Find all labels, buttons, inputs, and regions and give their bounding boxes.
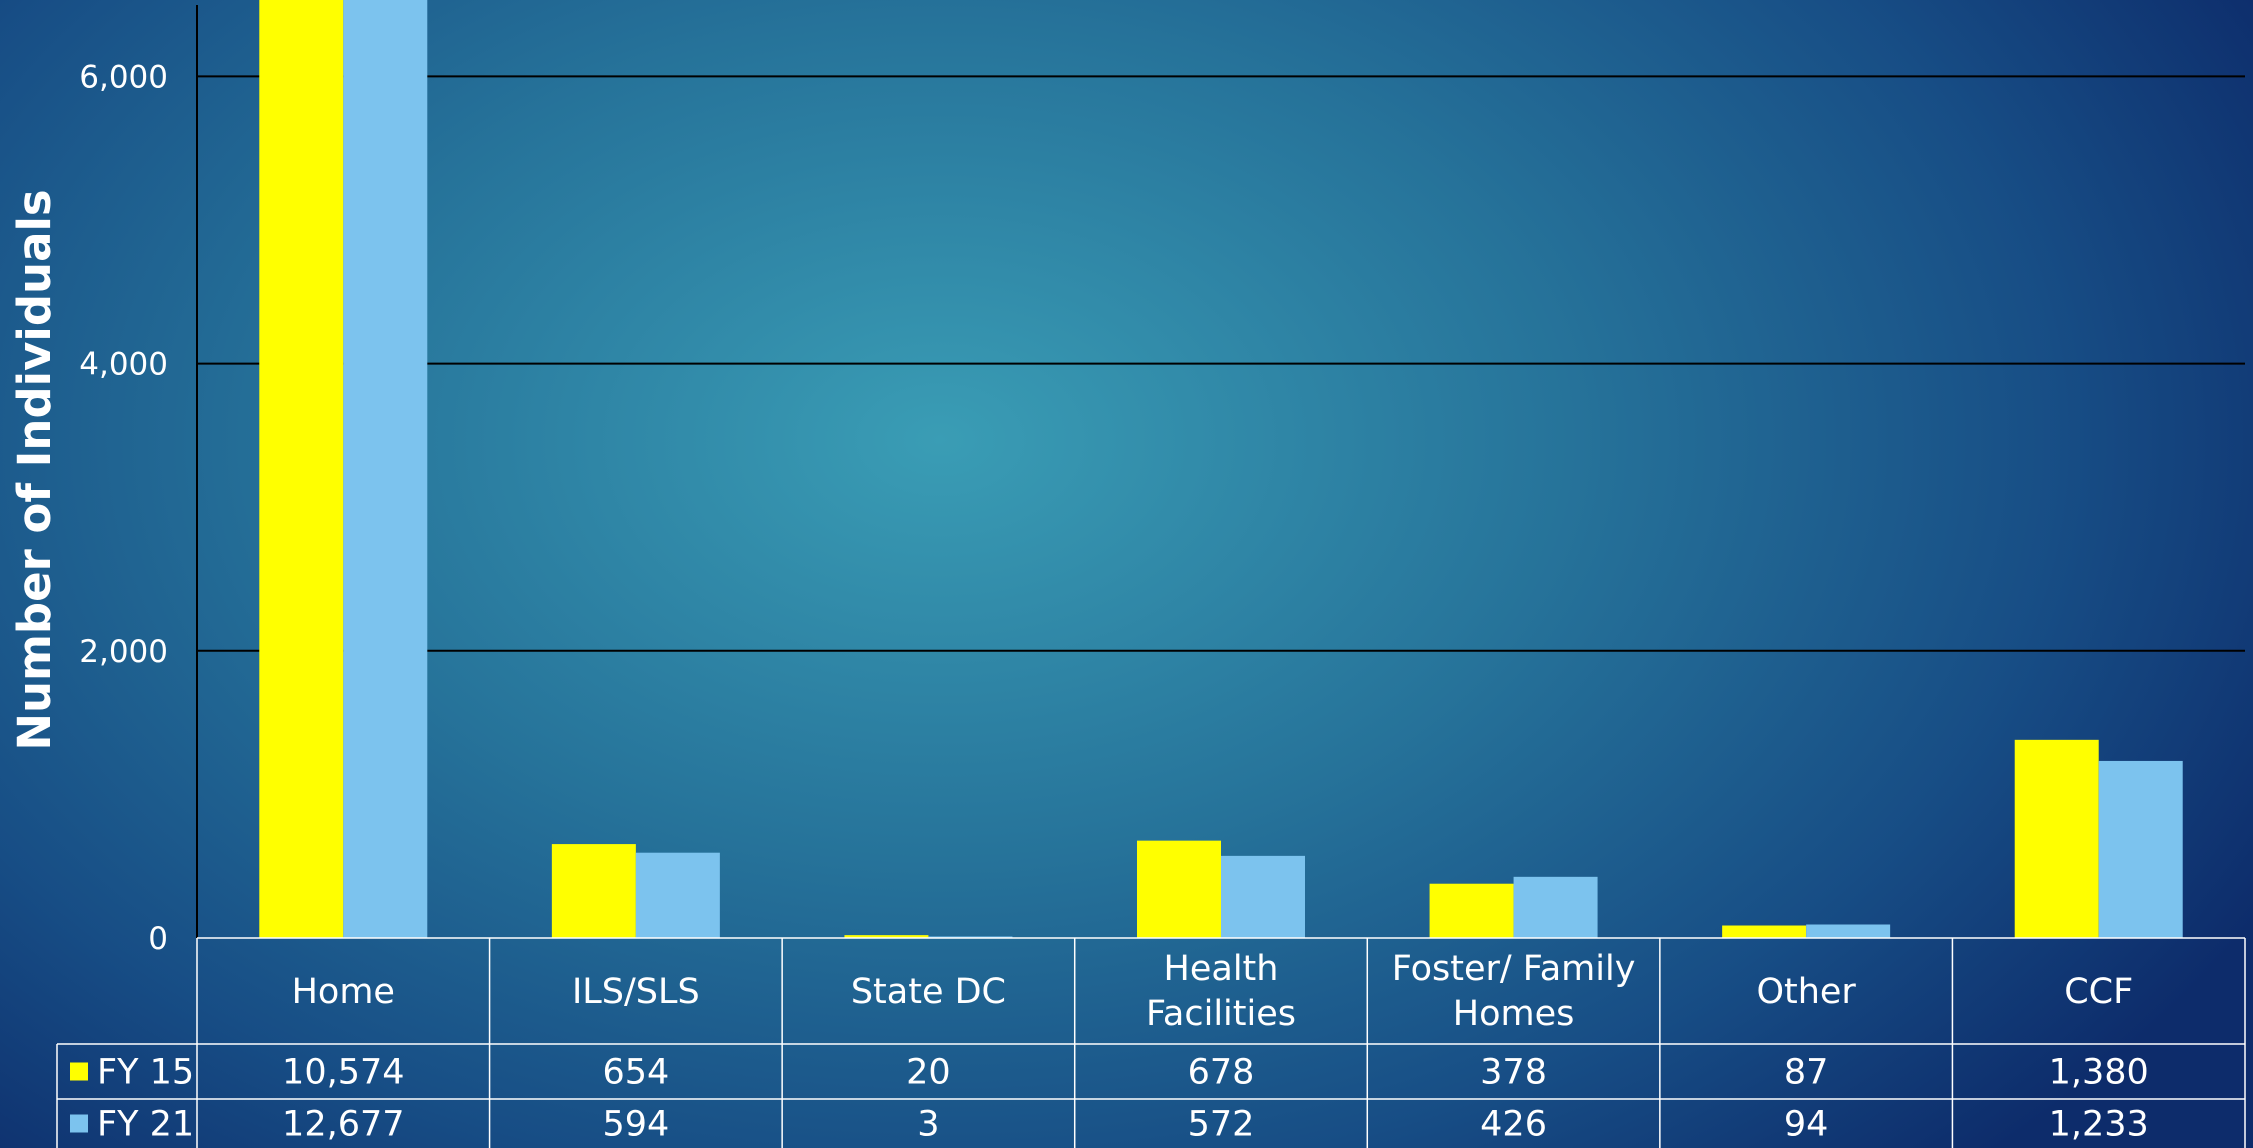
data-label: 3: [917, 1105, 939, 1145]
y-axis-label: Number of Individuals: [8, 189, 61, 750]
bar-fy-15: [259, 0, 344, 938]
x-tick-label: Foster/ Family Homes: [1392, 949, 1636, 1034]
legend-label: FY 21: [97, 1105, 194, 1145]
y-tick-label: 6,000: [79, 59, 168, 95]
x-tick-label: ILS/SLS: [572, 972, 700, 1012]
x-tick-label: Home: [292, 972, 395, 1012]
legend-key: [70, 1062, 88, 1081]
data-label: 678: [1188, 1053, 1255, 1093]
data-label: 12,677: [282, 1105, 404, 1145]
data-label: 594: [602, 1105, 669, 1145]
bar-fy-15: [1137, 840, 1221, 938]
bar-fy-21: [635, 852, 720, 938]
bar-fy-15: [1429, 883, 1514, 938]
bar-fy-21: [1221, 855, 1305, 938]
data-label: 1,380: [2049, 1053, 2149, 1093]
x-tick-label: CCF: [2064, 972, 2133, 1012]
data-label: 20: [906, 1053, 951, 1093]
data-label: 10,574: [282, 1053, 404, 1093]
x-tick-label: Other: [1756, 972, 1856, 1012]
data-label: 378: [1480, 1053, 1547, 1093]
gridlines: [197, 75, 2245, 652]
bar-fy-21: [343, 0, 428, 939]
bar-fy-21: [1806, 924, 1891, 938]
bar-fy-15: [551, 844, 636, 938]
data-label: 1,233: [2049, 1105, 2149, 1145]
data-label: 426: [1480, 1105, 1547, 1145]
bar-fy-15: [2014, 739, 2099, 938]
data-table: Home ILS/SLS State DC Health Facilities Foste…: [56, 937, 2246, 1148]
bar-fy-21: [1513, 876, 1598, 938]
y-tick-label: 0: [148, 921, 168, 957]
x-tick-label: State DC: [851, 972, 1006, 1012]
bar-fy-15: [844, 935, 929, 938]
y-tick-label: 4,000: [79, 347, 168, 383]
data-label: 572: [1188, 1105, 1255, 1145]
data-label: 654: [602, 1053, 669, 1093]
bars: [259, 0, 2183, 939]
data-label: 94: [1784, 1105, 1829, 1145]
legend-key: [70, 1114, 88, 1133]
legend-label: FY 15: [97, 1053, 194, 1093]
data-label: 87: [1784, 1053, 1829, 1093]
x-tick-label: Health Facilities: [1146, 949, 1296, 1034]
bar-fy-15: [1722, 925, 1807, 938]
bar-fy-21: [2098, 760, 2183, 938]
y-tick-label: 2,000: [79, 634, 168, 670]
